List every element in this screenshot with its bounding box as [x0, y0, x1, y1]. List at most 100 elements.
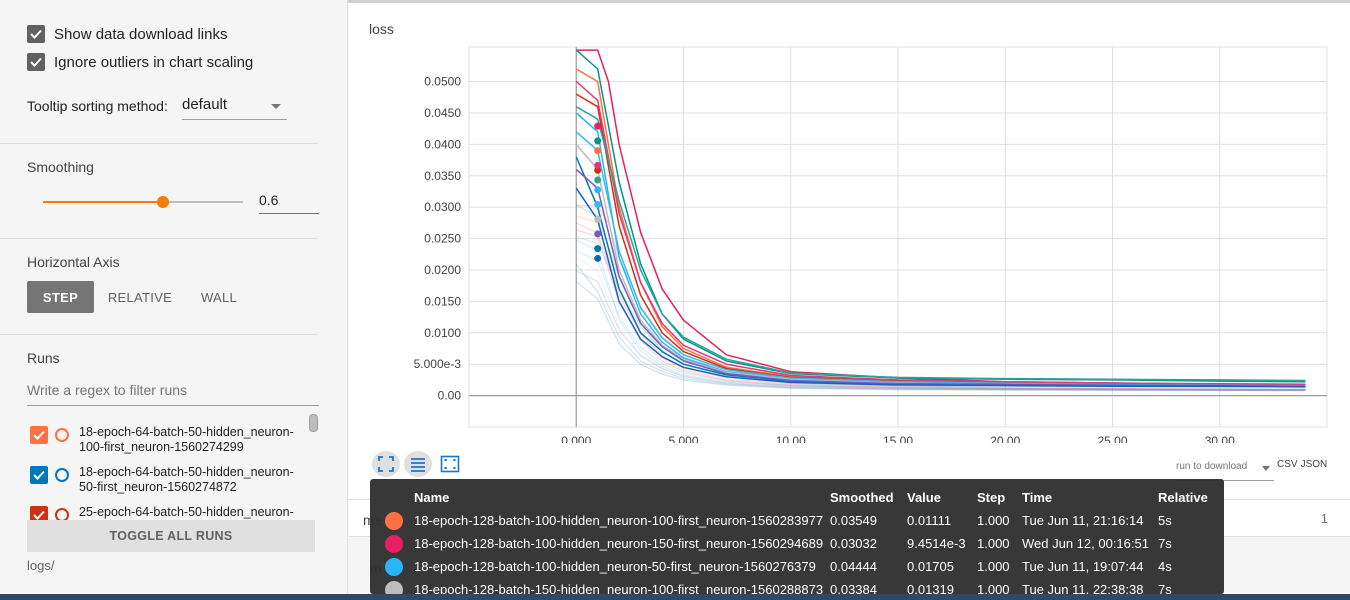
loss-chart[interactable]: 0.00 5.000e-3 0.0100 0.0150 0.0200 0.0250 0.03… — [349, 3, 1350, 443]
x-tick-label: 25.00 — [1097, 434, 1127, 443]
smoothing-input[interactable]: 0.6 — [259, 192, 319, 214]
tooltip-row: 18-epoch-128-batch-100-hidden_neuron-50-… — [370, 555, 1224, 578]
checkbox-checked-icon[interactable] — [27, 25, 45, 43]
horizontal-axis-label: Horizontal Axis — [27, 254, 120, 270]
tooltip-smoothed: 0.04444 — [830, 559, 877, 574]
chart-tooltip: Name Smoothed Value Step Time Relative 1… — [370, 479, 1224, 594]
list-lines-icon — [411, 458, 425, 472]
runs-label: Runs — [27, 350, 60, 366]
chart-hover-points — [594, 122, 602, 262]
json-download-link[interactable]: JSON — [1300, 459, 1328, 470]
tooltip-sorting-value: default — [182, 96, 228, 113]
run-color-circle-icon — [55, 428, 69, 442]
tooltip-time: Tue Jun 11, 21:16:14 — [1022, 513, 1144, 528]
show-download-links-label: Show data download links — [54, 25, 228, 43]
ignore-outliers-label: Ignore outliers in chart scaling — [54, 53, 254, 71]
tooltip-relative: 5s — [1158, 513, 1172, 528]
tooltip-step: 1.000 — [977, 559, 1010, 574]
tooltip-relative: 4s — [1158, 559, 1172, 574]
series-raw-line — [575, 256, 1306, 391]
x-tick-label: 5.000 — [668, 434, 698, 443]
tooltip-smoothed: 0.03549 — [830, 513, 877, 528]
tooltip-sorting-select[interactable]: default — [182, 96, 287, 120]
series-color-dot-icon — [385, 535, 403, 553]
fit-to-screen-icon — [440, 455, 460, 473]
axis-relative-button[interactable]: RELATIVE — [107, 289, 173, 305]
series-line — [575, 112, 1306, 386]
run-to-download-label: run to download — [1176, 461, 1248, 472]
tooltip-run-name: 18-epoch-128-batch-100-hidden_neuron-150… — [414, 536, 824, 551]
run-checkbox-icon[interactable] — [30, 426, 48, 444]
fit-domain-button[interactable] — [436, 451, 464, 477]
chevron-down-icon — [271, 104, 281, 109]
y-tick-label: 0.0500 — [424, 75, 461, 89]
tooltip-run-name: 18-epoch-128-batch-100-hidden_neuron-100… — [414, 513, 824, 528]
series-line — [575, 49, 1306, 383]
x-tick-label: 30.00 — [1205, 434, 1235, 443]
hover-point — [594, 147, 602, 155]
y-tick-label: 0.0250 — [424, 232, 461, 246]
hover-point — [594, 176, 602, 184]
show-download-links-checkbox[interactable]: Show data download links — [27, 24, 227, 44]
hover-point — [594, 254, 602, 262]
tooltip-header-smoothed: Smoothed — [830, 490, 894, 505]
tooltip-row: 18-epoch-128-batch-150-hidden_neuron-100… — [370, 578, 1224, 594]
series-raw-line — [576, 249, 1306, 391]
chart-card: loss — [349, 3, 1350, 500]
toggle-all-runs-button[interactable]: TOGGLE ALL RUNS — [27, 520, 315, 552]
runs-filter-input[interactable]: Write a regex to filter runs — [27, 382, 319, 406]
tooltip-smoothed: 0.03384 — [830, 582, 877, 594]
series-line — [576, 49, 1306, 386]
series-line — [575, 93, 1306, 386]
run-item[interactable]: 25-epoch-64-batch-50-hidden_neuron-50-fi… — [30, 505, 320, 520]
series-color-dot-icon — [385, 581, 403, 594]
hover-point — [594, 186, 602, 194]
y-tick-label: 0.0300 — [424, 200, 461, 214]
runs-scrollbar[interactable] — [309, 414, 318, 432]
tooltip-header-step: Step — [977, 490, 1006, 505]
hover-point — [594, 230, 602, 238]
divider — [0, 334, 318, 335]
axis-step-button[interactable]: STEP — [27, 281, 94, 313]
y-tick-label: 0.0450 — [424, 106, 461, 120]
series-raw-line — [576, 222, 1306, 390]
smoothing-label: Smoothing — [27, 159, 94, 175]
tooltip-header-name: Name — [414, 490, 450, 505]
expand-chart-button[interactable] — [372, 451, 400, 477]
series-raw-line — [575, 263, 1306, 391]
series-raw-line — [576, 270, 1306, 391]
run-checkbox-icon[interactable] — [30, 506, 48, 520]
series-raw-line — [576, 236, 1306, 388]
series-color-dot-icon — [385, 558, 403, 576]
y-tick-label: 0.00 — [438, 389, 462, 403]
smoothing-slider-fill — [43, 201, 163, 203]
tooltip-header-value: Value — [907, 490, 941, 505]
ignore-outliers-checkbox[interactable]: Ignore outliers in chart scaling — [27, 52, 253, 72]
toggle-y-log-button[interactable] — [404, 451, 432, 477]
tooltip-time: Wed Jun 12, 00:16:51 — [1022, 536, 1149, 551]
run-item[interactable]: 18-epoch-64-batch-50-hidden_neuron- 100-f… — [30, 425, 320, 455]
hover-point — [594, 215, 602, 223]
csv-download-link[interactable]: CSV — [1277, 459, 1298, 470]
tooltip-smoothed: 0.03032 — [830, 536, 877, 551]
run-name: 25-epoch-64-batch-50-hidden_neuron-50-fi… — [79, 505, 304, 520]
series-raw-line — [575, 281, 1306, 392]
x-tick-label: 0.000 — [561, 434, 591, 443]
smoothing-slider-handle[interactable] — [157, 196, 169, 208]
tooltip-value: 0.01319 — [907, 582, 954, 594]
runs-list: 18-epoch-64-batch-50-hidden_neuron- 100-f… — [0, 412, 320, 520]
tooltip-step: 1.000 — [977, 513, 1010, 528]
tooltip-step: 1.000 — [977, 582, 1010, 594]
hover-point — [594, 161, 602, 169]
axis-wall-button[interactable]: WALL — [200, 289, 238, 305]
top-border — [0, 0, 1350, 3]
series-raw-line — [576, 239, 1306, 391]
tooltip-time: Tue Jun 11, 22:38:38 — [1022, 582, 1144, 594]
run-item[interactable]: 18-epoch-64-batch-50-hidden_neuron- 50-fi… — [30, 465, 320, 495]
tooltip-header-row: Name Smoothed Value Step Time Relative — [370, 486, 1224, 509]
run-checkbox-icon[interactable] — [30, 466, 48, 484]
checkbox-checked-icon[interactable] — [27, 53, 45, 71]
tooltip-run-name: 18-epoch-128-batch-100-hidden_neuron-50-… — [414, 559, 816, 574]
run-name-line2: 50-first_neuron-1560274872 — [79, 480, 237, 494]
run-to-download-select[interactable]: run to download — [1176, 461, 1274, 481]
